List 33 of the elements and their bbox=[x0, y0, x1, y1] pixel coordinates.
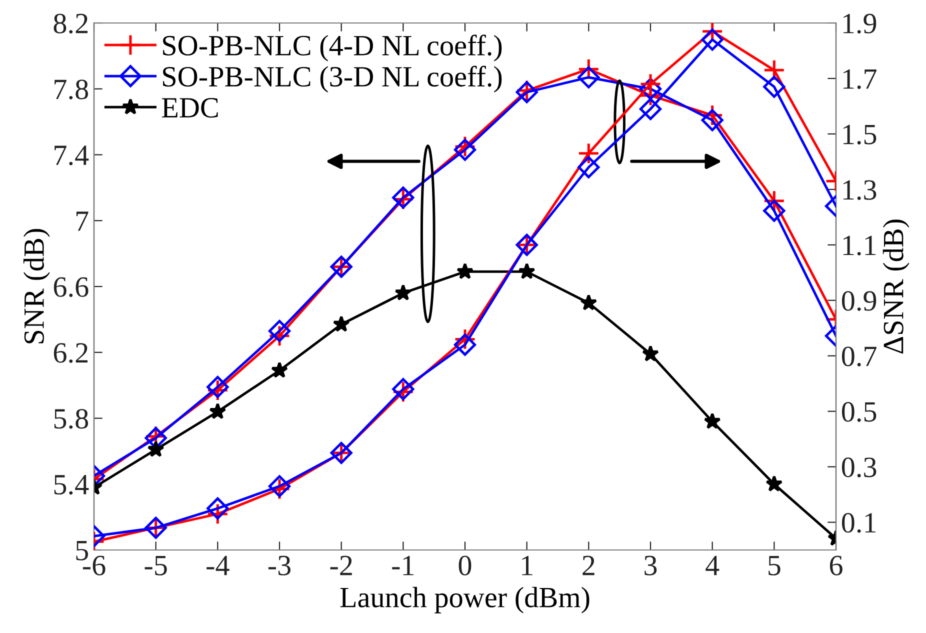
y2-tick-label: 0.9 bbox=[842, 291, 876, 311]
x-tick-label: 3 bbox=[644, 556, 657, 576]
y-tick-label: 5.4 bbox=[54, 475, 89, 495]
x-tick-label: -3 bbox=[268, 556, 291, 576]
y2-tick-label: 1.3 bbox=[843, 180, 876, 200]
y2-tick-label: 0.1 bbox=[842, 512, 876, 533]
y2-tick-label: 0.3 bbox=[842, 458, 876, 478]
x-tick-label: 5 bbox=[768, 556, 780, 576]
x-tick-label: 2 bbox=[582, 556, 594, 576]
y-tick-label: 6.6 bbox=[54, 277, 88, 298]
y2-tick-label: 0.5 bbox=[842, 402, 876, 422]
y-axis-title: SNR (dB) bbox=[23, 229, 50, 344]
x-tick-label: 4 bbox=[706, 556, 720, 576]
y-tick-label: 7 bbox=[76, 212, 88, 231]
y-tick-label: 5.8 bbox=[54, 408, 88, 429]
y2-tick-label: 1.5 bbox=[843, 124, 876, 144]
y-tick-label: 6.2 bbox=[54, 343, 88, 363]
x-tick-label: 6 bbox=[830, 556, 842, 576]
x-tick-label: -1 bbox=[392, 556, 414, 576]
y-tick-label: 7.8 bbox=[54, 80, 88, 100]
x-tick-label: 1 bbox=[522, 556, 532, 576]
y2-tick-label: 0.7 bbox=[842, 346, 876, 366]
x-tick-label: -2 bbox=[330, 556, 352, 576]
x-tick-label: -5 bbox=[144, 556, 167, 576]
y2-tick-label: 1.1 bbox=[843, 236, 876, 256]
y-tick-label: 7.4 bbox=[54, 146, 89, 166]
y2-tick-label: 1.7 bbox=[843, 69, 876, 90]
x-tick-label: -4 bbox=[206, 556, 230, 576]
y-tick-label: 8.2 bbox=[54, 14, 88, 34]
y2-tick-label: 1.9 bbox=[843, 14, 876, 34]
y2-axis-title: ΔSNR (dB) bbox=[882, 220, 910, 354]
x-axis-title: Launch power (dBm) bbox=[340, 586, 590, 614]
x-tick-label: 0 bbox=[458, 556, 472, 576]
